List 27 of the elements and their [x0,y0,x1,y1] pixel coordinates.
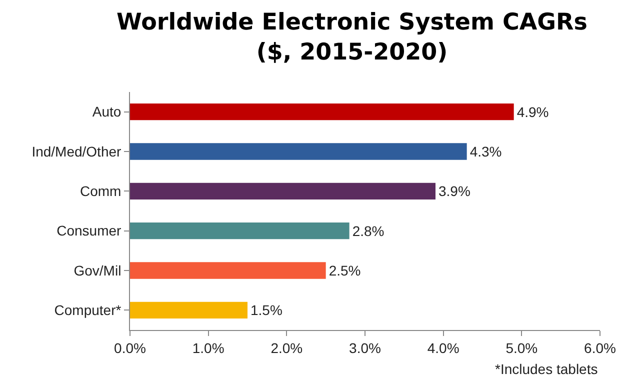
data-label: 4.3% [470,144,502,160]
data-label: 1.5% [250,302,282,318]
x-tick-label: 5.0% [506,340,538,356]
x-tick-label: 6.0% [584,340,616,356]
y-tick-label: Consumer [56,222,122,239]
data-label: 3.9% [438,183,470,200]
text: *Includes tablets [495,361,598,377]
x-tick-label: 1.0% [192,340,224,356]
y-tick-label: Comm [80,183,122,200]
bar [130,182,436,200]
y-tick-label: Computer* [54,302,122,318]
data-label: 2.5% [328,262,361,278]
y-tick-label: Auto [92,104,122,120]
bar [130,143,467,160]
x-tick-label: 4.0% [427,340,460,356]
x-tick-label: 3.0% [349,340,381,356]
y-tick-label: Ind/Med/Other [32,143,122,160]
x-tick-label: 2.0% [270,340,303,356]
bar [130,222,350,240]
bar [130,104,514,120]
chart-title: Worldwide Electronic System CAGRs ($, 2015-2020) [116,9,588,66]
x-tick-label: 0.0% [114,340,146,356]
y-tick-label: Gov/Mil [74,262,122,278]
bar [130,262,326,279]
data-label: 4.9% [516,104,549,120]
data-label: 2.8% [352,222,384,239]
bar [130,302,248,318]
